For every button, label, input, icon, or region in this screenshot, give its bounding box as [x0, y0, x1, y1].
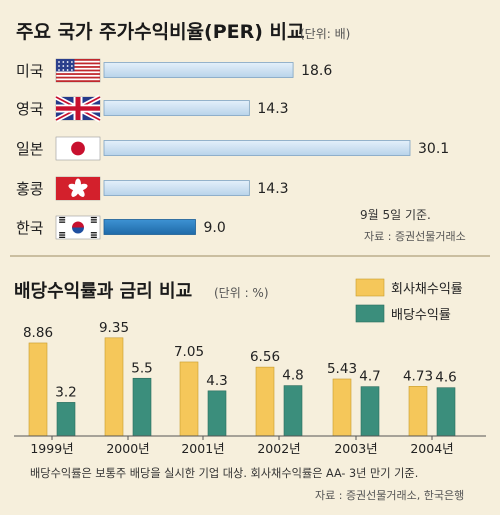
- flag-trigram: [59, 216, 66, 219]
- dividend-yield-label: 4.3: [206, 373, 227, 389]
- flag-star: [58, 69, 60, 71]
- per-value-label: 14.3: [257, 181, 288, 197]
- bond-yield-label: 7.05: [174, 344, 204, 360]
- bond-yield-label: 6.56: [250, 349, 280, 365]
- flag-star: [71, 61, 73, 63]
- legend-swatch-dividend: [355, 304, 385, 323]
- bond-yield-bar: [104, 337, 124, 437]
- per-bar: [103, 100, 250, 116]
- flag-trigram: [59, 232, 66, 234]
- per-source: 자료 : 증권선물거래소: [364, 230, 466, 243]
- per-value-label: 14.3: [257, 101, 288, 117]
- country-label: 미국: [16, 62, 44, 80]
- per-chart-title: 주요 국가 주가수익비율(PER) 비교: [16, 21, 305, 43]
- per-bar: [103, 219, 196, 235]
- flag-stripe: [56, 59, 100, 61]
- flag-taegeuk-red: [72, 221, 84, 228]
- x-tick-label: 2000년: [106, 441, 149, 456]
- per-chart-unit: (단위: 배): [300, 27, 350, 41]
- flag-star: [62, 69, 65, 71]
- dividend-yield-label: 4.7: [359, 369, 380, 385]
- bond-yield-label: 5.43: [327, 361, 357, 377]
- dividend-yield-bar: [283, 385, 303, 437]
- flag-trigram: [90, 232, 97, 234]
- flag-star: [66, 61, 69, 63]
- legend-label-bond: 회사채수익률: [391, 282, 463, 297]
- country-label: 한국: [16, 219, 44, 237]
- flag-star: [58, 61, 60, 63]
- dividend-yield-label: 4.8: [282, 368, 303, 384]
- flag-trigram: [59, 219, 66, 221]
- flag-sun: [71, 141, 85, 156]
- bond-yield-bar: [28, 342, 48, 437]
- bond-yield-bar: [408, 386, 428, 437]
- yield-bar-group: 8.86 3.2 1999년 9.35 5.5 2000년 7.054.3 2001년 6.56…: [23, 320, 457, 456]
- per-value-label: 30.1: [418, 141, 449, 157]
- x-tick-label: 2002년: [257, 441, 300, 456]
- bond-yield-label: 8.86: [23, 325, 53, 341]
- yield-chart-unit: (단위 : %): [214, 286, 269, 300]
- country-label: 일본: [16, 140, 44, 158]
- yield-source: 자료 : 증권선물거래소, 한국은행: [315, 489, 464, 502]
- flag-stripe: [56, 73, 100, 75]
- flag-stripe: [56, 69, 100, 72]
- flag-taegeuk-blue: [72, 227, 84, 234]
- yield-chart-title: 배당수익률과 금리 비교: [14, 281, 192, 302]
- flag-stripe: [56, 76, 100, 79]
- flag-trigram: [59, 221, 66, 223]
- x-tick-label: 2003년: [334, 441, 377, 456]
- flag-star: [58, 65, 60, 67]
- per-value-label: 9.0: [203, 220, 225, 236]
- flag-stripe: [56, 80, 100, 82]
- per-bar: [103, 140, 411, 156]
- x-tick-label: 2001년: [181, 441, 224, 456]
- dividend-yield-label: 3.2: [55, 384, 76, 400]
- per-bar: [103, 62, 294, 78]
- flag-stripe: [56, 66, 100, 68]
- bond-yield-bar: [179, 361, 199, 437]
- bond-yield-bar: [255, 366, 275, 437]
- dividend-yield-label: 5.5: [131, 360, 152, 376]
- flag-petal: [68, 183, 80, 191]
- flag-star: [66, 69, 69, 71]
- flag-star: [71, 65, 73, 67]
- flag-trigram: [90, 216, 97, 219]
- flag-star: [66, 65, 69, 67]
- flag-stripe: [56, 62, 100, 65]
- dividend-yield-bar: [436, 387, 456, 437]
- dividend-yield-bar: [207, 390, 227, 437]
- flag-trigram: [90, 219, 97, 221]
- dividend-yield-label: 4.6: [435, 370, 456, 386]
- flag-trigram: [90, 234, 97, 236]
- per-bar: [103, 180, 250, 196]
- flag-trigram: [59, 236, 66, 238]
- dividend-yield-bar: [360, 386, 380, 437]
- per-bar-group: 미국 18.6 영국 14.3 일본 30.1 홍콩 14.3 한국 9.0: [16, 58, 449, 240]
- dividend-yield-bar: [132, 377, 152, 437]
- flag-star: [71, 69, 73, 71]
- bond-yield-bar: [332, 378, 352, 437]
- flag-trigram: [90, 236, 97, 238]
- per-note: 9월 5일 기준.: [360, 208, 431, 222]
- flag-cross-red: [56, 106, 100, 111]
- country-label: 영국: [16, 100, 44, 118]
- yield-footnote: 배당수익률은 보통주 배당을 실시한 기업 대상. 회사채수익률은 AA- 3년…: [30, 467, 418, 480]
- legend-label-dividend: 배당수익률: [391, 308, 451, 323]
- flag-canton: [56, 59, 75, 72]
- flag-trigram: [90, 221, 97, 223]
- bond-yield-label: 4.73: [403, 368, 433, 384]
- flag-trigram: [59, 234, 66, 236]
- x-tick-label: 1999년: [30, 441, 73, 456]
- country-label: 홍콩: [16, 180, 44, 198]
- dividend-yield-bar: [56, 402, 76, 437]
- bond-yield-label: 9.35: [99, 320, 129, 336]
- legend-swatch-bond: [355, 278, 385, 297]
- flag-star: [62, 65, 65, 67]
- x-tick-label: 2004년: [410, 441, 453, 456]
- per-value-label: 18.6: [301, 63, 332, 79]
- legend: 회사채수익률 배당수익률: [355, 278, 463, 323]
- flag-star: [62, 61, 65, 63]
